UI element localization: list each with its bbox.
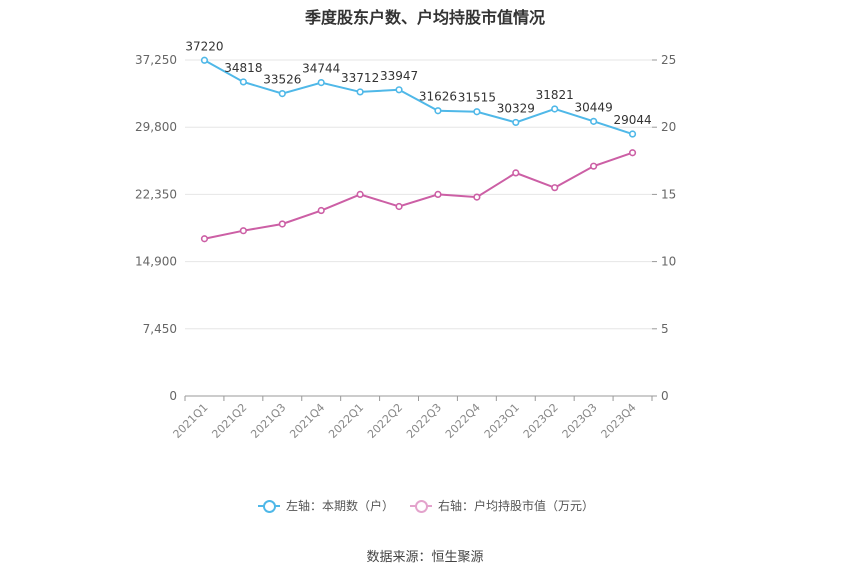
- series-line-0: [203, 59, 633, 135]
- series-0-point: [628, 130, 637, 138]
- legend-item-households[interactable]: 左轴：本期数（户）: [258, 497, 394, 514]
- x-tick-label: 2023Q2: [521, 401, 561, 441]
- legend-label-market-value: 右轴：户均持股市值（万元）: [438, 499, 595, 513]
- series-1-point: [278, 220, 286, 228]
- series-1-point: [628, 149, 637, 157]
- data-label: 33712: [341, 71, 379, 85]
- x-tick-label: 2022Q3: [404, 401, 444, 441]
- left-tick-label: 29,800: [135, 120, 177, 134]
- right-tick-label: 25: [661, 53, 676, 67]
- left-tick-label: 0: [169, 389, 177, 403]
- x-tick-label: 2021Q1: [171, 401, 211, 441]
- left-tick-label: 37,250: [135, 53, 177, 67]
- data-label: 33526: [263, 73, 301, 87]
- right-tick-label: 20: [661, 120, 676, 134]
- data-label: 30449: [575, 100, 613, 114]
- series-1-point: [551, 184, 559, 192]
- series-0-point: [395, 86, 403, 94]
- x-tick-label: 2023Q4: [599, 401, 639, 441]
- data-label: 34818: [224, 61, 262, 75]
- left-tick-label: 22,350: [135, 187, 177, 201]
- series-0-point: [317, 79, 325, 87]
- data-label: 30329: [497, 101, 535, 115]
- series-line-1: [204, 151, 633, 240]
- series-1-point: [395, 202, 403, 211]
- x-tick-label: 2022Q2: [365, 401, 405, 441]
- legend-swatch-market-value: [410, 499, 432, 513]
- series-1-point: [590, 162, 598, 170]
- left-tick-label: 14,900: [135, 255, 177, 269]
- series-0-point: [473, 108, 481, 116]
- series-0-point: [512, 118, 520, 127]
- x-tick-label: 2021Q3: [248, 401, 288, 441]
- series-1-point: [434, 190, 442, 198]
- legend-item-market-value[interactable]: 右轴：户均持股市值（万元）: [410, 497, 594, 514]
- chart-title: 季度股东户数、户均持股市值情况: [304, 8, 545, 27]
- series-0-point: [434, 107, 442, 115]
- right-tick-label: 10: [661, 255, 676, 269]
- data-label: 34744: [302, 62, 340, 76]
- series-1-point: [512, 169, 520, 177]
- data-label: 31821: [536, 88, 574, 102]
- data-label: 29044: [613, 113, 651, 127]
- legend-label-households: 左轴：本期数（户）: [286, 499, 395, 513]
- legend-swatch-households: [258, 499, 280, 513]
- series-1-point: [239, 227, 247, 235]
- x-tick-label: 2023Q3: [560, 401, 600, 441]
- series-0-point: [551, 105, 559, 113]
- right-tick-label: 15: [661, 187, 676, 201]
- x-tick-label: 2021Q2: [209, 401, 249, 441]
- source-note: 数据来源：恒生聚源: [366, 550, 484, 565]
- data-label: 37220: [185, 39, 223, 53]
- series-0-point: [356, 88, 364, 96]
- series-0-point: [590, 117, 598, 125]
- data-label: 31515: [458, 91, 496, 105]
- x-tick-label: 2021Q4: [287, 401, 327, 441]
- series-0-point: [200, 56, 209, 64]
- data-label: 31626: [419, 90, 457, 104]
- series-layer: [200, 56, 637, 243]
- x-tick-label: 2023Q1: [482, 401, 522, 441]
- x-tick-label: 2022Q1: [326, 401, 366, 441]
- series-0-point: [278, 89, 286, 98]
- grid-layer: [185, 59, 652, 330]
- data-label: 33947: [380, 69, 418, 83]
- series-1-point: [356, 190, 364, 198]
- series-1-point: [473, 193, 481, 201]
- right-tick-label: 5: [661, 322, 669, 336]
- x-tick-label: 2022Q4: [443, 401, 483, 441]
- left-tick-label: 7,450: [143, 322, 177, 336]
- series-1-point: [200, 235, 209, 243]
- right-tick-label: 0: [661, 389, 669, 403]
- series-1-point: [317, 206, 325, 215]
- series-0-point: [239, 78, 247, 86]
